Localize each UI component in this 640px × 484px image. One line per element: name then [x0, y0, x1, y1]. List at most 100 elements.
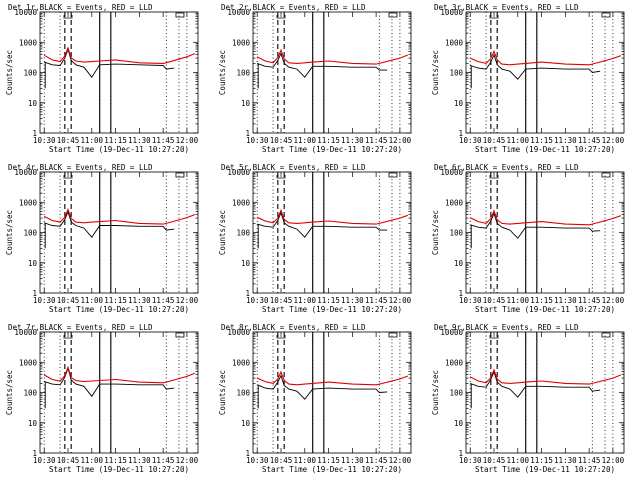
- y-tick-label: 1000: [445, 38, 464, 47]
- x-axis-label: Start Time (19-Dec-11 10:27:20): [262, 465, 402, 474]
- plot-frame: [465, 331, 625, 454]
- x-tick-label: 11:30: [554, 296, 577, 305]
- y-tick-label: 1: [32, 289, 37, 298]
- x-tick-label: 11:45: [152, 456, 175, 465]
- y-tick-label: 10000: [227, 8, 250, 17]
- x-tick-label: 10:30: [459, 136, 482, 145]
- detector-panel-1: Det 1r,BLACK = Events, RED = LLD 1 10 100 10…: [5, 3, 199, 154]
- y-tick-label: 10: [28, 99, 38, 108]
- detector-panel-4: Det 4r,BLACK = Events, RED = LLD 1 10 100 10…: [5, 163, 199, 314]
- detector-panel-5: Det 5r,BLACK = Events, RED = LLD 1 10 100 10…: [218, 163, 412, 314]
- x-tick-label: 11:00: [80, 456, 103, 465]
- x-tick-label: 11:00: [293, 456, 316, 465]
- x-tick-label: 11:00: [80, 296, 103, 305]
- events-series-line: [257, 374, 388, 400]
- x-tick-label: 11:45: [152, 296, 175, 305]
- y-tick-label: 10000: [227, 168, 250, 177]
- x-tick-label: 11:30: [128, 136, 151, 145]
- panel-title: Det 9r,BLACK = Events, RED = LLD: [434, 323, 579, 332]
- x-tick-label: 11:45: [365, 456, 388, 465]
- events-series-line: [44, 47, 175, 78]
- x-axis-label: Start Time (19-Dec-11 10:27:20): [49, 145, 189, 154]
- y-tick-label: 10000: [440, 168, 463, 177]
- detector-panel-8: Det 8r,BLACK = Events, RED = LLD 1 10 100 10…: [218, 323, 412, 474]
- x-tick-label: 12:00: [389, 136, 412, 145]
- x-tick-label: 11:15: [530, 136, 553, 145]
- y-tick-label: 10000: [14, 8, 37, 17]
- events-series-line: [470, 212, 601, 239]
- x-tick-label: 11:15: [104, 136, 127, 145]
- x-tick-label: 10:45: [483, 296, 506, 305]
- x-tick-label: 11:30: [341, 456, 364, 465]
- panel-title: Det 1r,BLACK = Events, RED = LLD: [8, 3, 153, 12]
- x-tick-label: 10:30: [246, 296, 269, 305]
- lld-series-line: [43, 365, 196, 384]
- x-tick-label: 10:30: [459, 456, 482, 465]
- x-tick-label: 11:30: [554, 136, 577, 145]
- event-bracket: [276, 335, 286, 339]
- panel-title: Det 5r,BLACK = Events, RED = LLD: [221, 163, 366, 172]
- y-tick-label: 1000: [232, 198, 251, 207]
- x-tick-label: 11:45: [578, 136, 601, 145]
- y-axis-label: Counts/sec: [5, 370, 14, 415]
- x-tick-label: 11:00: [506, 456, 529, 465]
- x-tick-label: 11:30: [341, 136, 364, 145]
- plot-frame: [39, 11, 199, 134]
- y-tick-label: 10000: [14, 168, 37, 177]
- detector-panel-6: Det 6r,BLACK = Events, RED = LLD 1 10 100 10…: [431, 163, 625, 314]
- x-axis-label: Start Time (19-Dec-11 10:27:20): [475, 305, 615, 314]
- x-tick-label: 10:45: [270, 456, 293, 465]
- x-tick-label: 11:30: [341, 296, 364, 305]
- y-tick-label: 1: [458, 129, 463, 138]
- y-tick-label: 1000: [19, 38, 38, 47]
- x-tick-label: 11:30: [128, 456, 151, 465]
- y-tick-label: 10000: [440, 8, 463, 17]
- y-tick-label: 1000: [232, 38, 251, 47]
- plot-frame: [252, 11, 412, 134]
- events-series-line: [44, 367, 175, 398]
- x-tick-label: 11:45: [578, 456, 601, 465]
- detector-panel-9: Det 9r,BLACK = Events, RED = LLD 1 10 100 10…: [431, 323, 625, 474]
- y-axis-label: Counts/sec: [218, 210, 227, 255]
- event-bracket: [63, 335, 73, 339]
- y-tick-label: 1000: [19, 358, 38, 367]
- x-tick-label: 11:30: [128, 296, 151, 305]
- y-tick-label: 1: [245, 289, 250, 298]
- y-tick-label: 1000: [445, 198, 464, 207]
- events-series-line: [470, 370, 601, 398]
- x-tick-label: 11:15: [530, 296, 553, 305]
- y-tick-label: 1: [245, 449, 250, 458]
- detector-panel-2: Det 2r,BLACK = Events, RED = LLD 1 10 100 10…: [218, 3, 412, 154]
- y-tick-label: 10000: [440, 328, 463, 337]
- y-axis-label: Counts/sec: [431, 370, 440, 415]
- x-tick-label: 11:45: [365, 296, 388, 305]
- events-series-line: [257, 52, 388, 78]
- plot-frame: [39, 171, 199, 294]
- x-tick-label: 10:30: [246, 136, 269, 145]
- y-axis-label: Counts/sec: [5, 50, 14, 95]
- panel-title: Det 3r,BLACK = Events, RED = LLD: [434, 3, 579, 12]
- plot-frame: [465, 171, 625, 294]
- flag-bracket: [175, 12, 185, 18]
- y-tick-label: 1000: [19, 198, 38, 207]
- x-tick-label: 12:00: [176, 136, 199, 145]
- x-tick-label: 12:00: [602, 296, 625, 305]
- y-tick-label: 10: [241, 419, 251, 428]
- x-tick-label: 10:45: [483, 456, 506, 465]
- lld-series-line: [256, 208, 408, 225]
- x-tick-label: 10:45: [57, 456, 80, 465]
- y-tick-label: 1000: [232, 358, 251, 367]
- y-tick-label: 1: [245, 129, 250, 138]
- x-tick-label: 11:15: [530, 456, 553, 465]
- y-tick-label: 100: [449, 389, 463, 398]
- y-axis-label: Counts/sec: [5, 210, 14, 255]
- events-series-line: [44, 210, 175, 238]
- lld-series-line: [469, 49, 621, 66]
- y-tick-label: 1: [458, 289, 463, 298]
- y-tick-label: 1: [32, 129, 37, 138]
- x-tick-label: 11:15: [317, 296, 340, 305]
- event-bracket: [276, 15, 286, 19]
- y-tick-label: 100: [23, 229, 37, 238]
- x-tick-label: 10:30: [246, 456, 269, 465]
- y-axis-label: Counts/sec: [431, 50, 440, 95]
